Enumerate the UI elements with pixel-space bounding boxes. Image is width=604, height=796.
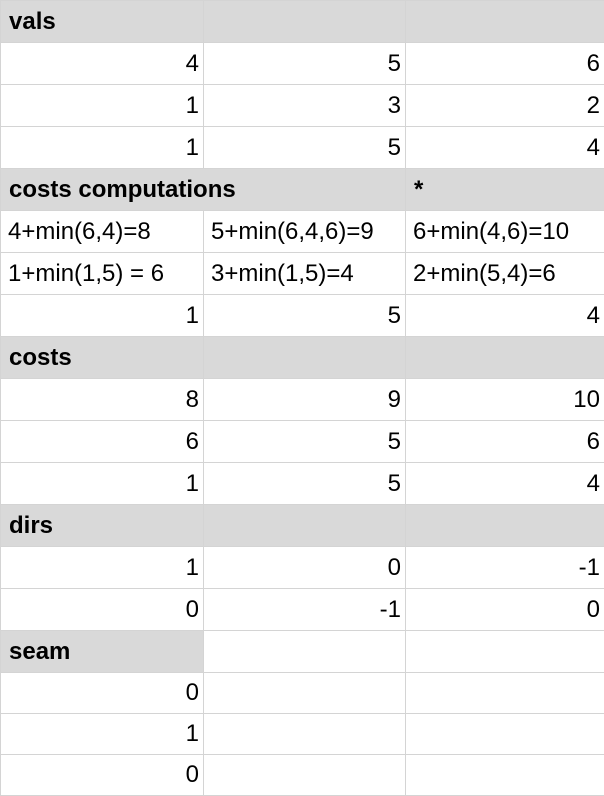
- table-row: 1 5 4: [1, 295, 604, 337]
- cell[interactable]: [406, 631, 604, 673]
- section-header-row: costs: [1, 337, 604, 379]
- table-row: 1 5 4: [1, 127, 604, 169]
- cell[interactable]: 10: [406, 379, 604, 421]
- cell[interactable]: 4: [406, 463, 604, 505]
- cell[interactable]: [406, 673, 604, 714]
- cell[interactable]: 3+min(1,5)=4: [204, 253, 406, 295]
- cell[interactable]: 5: [204, 421, 406, 463]
- table-row: 0 -1 0: [1, 589, 604, 631]
- cell[interactable]: 6: [406, 43, 604, 85]
- cell[interactable]: *: [406, 169, 604, 211]
- cell[interactable]: 0: [1, 589, 204, 631]
- cell[interactable]: 5: [204, 295, 406, 337]
- table-row: 0: [1, 755, 604, 796]
- table-row: 8 9 10: [1, 379, 604, 421]
- cell[interactable]: [406, 337, 604, 379]
- cell[interactable]: [406, 714, 604, 755]
- cell[interactable]: 6: [406, 421, 604, 463]
- section-header-row: dirs: [1, 505, 604, 547]
- cell[interactable]: [406, 755, 604, 796]
- cell-section-header[interactable]: costs: [1, 337, 204, 379]
- cell-section-header[interactable]: seam: [1, 631, 204, 673]
- cell[interactable]: 2+min(5,4)=6: [406, 253, 604, 295]
- cell[interactable]: -1: [204, 589, 406, 631]
- cell[interactable]: [406, 1, 604, 43]
- cell[interactable]: 1: [1, 547, 204, 589]
- section-header-row: seam: [1, 631, 604, 673]
- cell[interactable]: 1: [1, 714, 204, 755]
- cell[interactable]: [204, 755, 406, 796]
- table-row: 0: [1, 673, 604, 714]
- cell[interactable]: -1: [406, 547, 604, 589]
- cell[interactable]: 0: [204, 547, 406, 589]
- cell[interactable]: 5+min(6,4,6)=9: [204, 211, 406, 253]
- cell[interactable]: [204, 337, 406, 379]
- cell[interactable]: 1: [1, 295, 204, 337]
- cell[interactable]: [204, 1, 406, 43]
- cell[interactable]: 4: [406, 295, 604, 337]
- section-header-row: vals: [1, 1, 604, 43]
- cell[interactable]: 4: [1, 43, 204, 85]
- table-row: 1: [1, 714, 604, 755]
- cell[interactable]: 5: [204, 463, 406, 505]
- cell[interactable]: 9: [204, 379, 406, 421]
- table-row: 1 0 -1: [1, 547, 604, 589]
- table-row: 4 5 6: [1, 43, 604, 85]
- cell[interactable]: 0: [1, 755, 204, 796]
- cell[interactable]: 8: [1, 379, 204, 421]
- cell[interactable]: 6: [1, 421, 204, 463]
- table-row: 1 5 4: [1, 463, 604, 505]
- cell[interactable]: 5: [204, 43, 406, 85]
- section-header-row: costs computations *: [1, 169, 604, 211]
- cell[interactable]: [204, 714, 406, 755]
- cell[interactable]: 1: [1, 463, 204, 505]
- cell[interactable]: 6+min(4,6)=10: [406, 211, 604, 253]
- cell[interactable]: 1: [1, 127, 204, 169]
- cell[interactable]: 3: [204, 85, 406, 127]
- cell-section-header[interactable]: dirs: [1, 505, 204, 547]
- table-row: 1 3 2: [1, 85, 604, 127]
- cell-section-header[interactable]: costs computations: [1, 169, 406, 211]
- cell[interactable]: 5: [204, 127, 406, 169]
- cell[interactable]: 2: [406, 85, 604, 127]
- cell[interactable]: [204, 505, 406, 547]
- table-row: 4+min(6,4)=8 5+min(6,4,6)=9 6+min(4,6)=1…: [1, 211, 604, 253]
- cell[interactable]: 0: [1, 673, 204, 714]
- cell[interactable]: 4+min(6,4)=8: [1, 211, 204, 253]
- table-row: 1+min(1,5) = 6 3+min(1,5)=4 2+min(5,4)=6: [1, 253, 604, 295]
- cell-section-header[interactable]: vals: [1, 1, 204, 43]
- cell[interactable]: 1: [1, 85, 204, 127]
- cell[interactable]: 1+min(1,5) = 6: [1, 253, 204, 295]
- table-row: 6 5 6: [1, 421, 604, 463]
- cell[interactable]: 0: [406, 589, 604, 631]
- cell[interactable]: [406, 505, 604, 547]
- cell[interactable]: [204, 631, 406, 673]
- cell[interactable]: [204, 673, 406, 714]
- cell[interactable]: 4: [406, 127, 604, 169]
